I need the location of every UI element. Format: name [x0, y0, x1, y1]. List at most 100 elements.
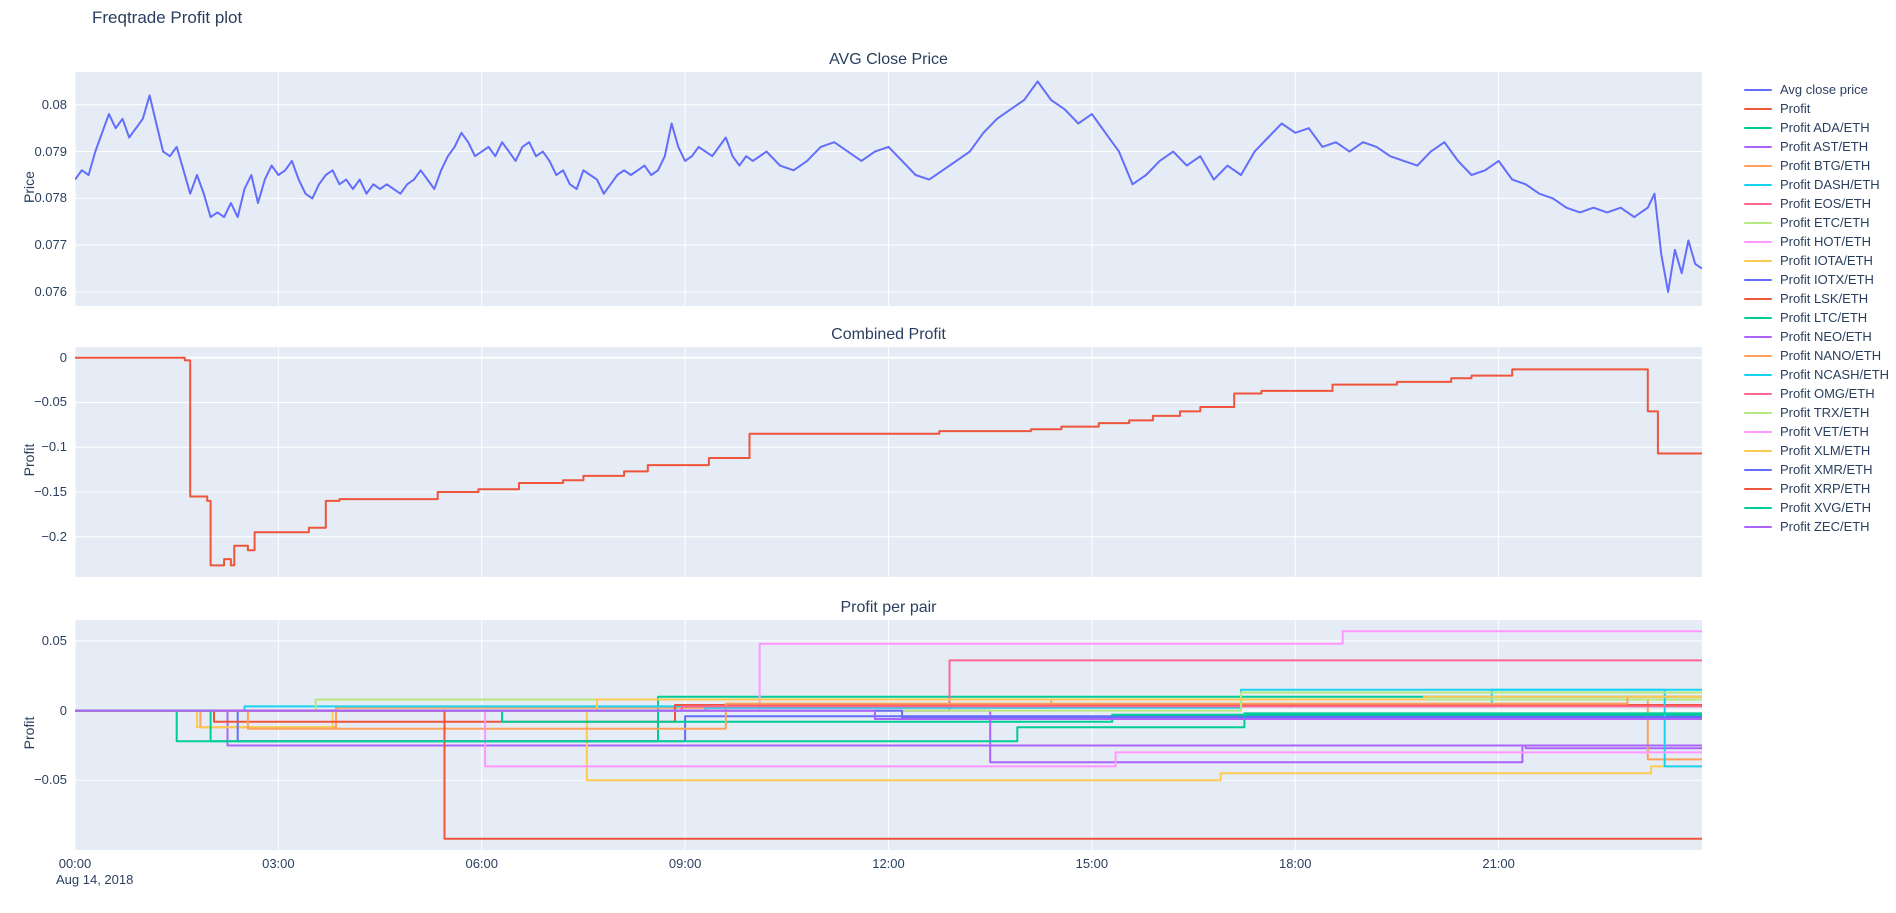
page-title: Freqtrade Profit plot	[92, 8, 243, 27]
legend-item-profit-hot-eth[interactable]: Profit HOT/ETH	[1744, 232, 1889, 251]
legend-item-profit-omg-eth[interactable]: Profit OMG/ETH	[1744, 384, 1889, 403]
legend-item-profit[interactable]: Profit	[1744, 99, 1889, 118]
y-tick-label: 0.05	[41, 632, 67, 648]
y-tick-label: 0	[59, 349, 67, 365]
legend-label: Profit NCASH/ETH	[1780, 367, 1890, 382]
legend-label: Profit DASH/ETH	[1780, 177, 1880, 192]
series-profit-btg-eth[interactable]	[75, 698, 1702, 761]
legend-label: Profit HOT/ETH	[1780, 234, 1872, 249]
legend-line-sample	[1744, 183, 1772, 186]
legend-line-sample	[1744, 316, 1772, 319]
legend-label: Profit IOTA/ETH	[1780, 253, 1873, 268]
legend-item-profit-vet-eth[interactable]: Profit VET/ETH	[1744, 422, 1889, 441]
legend-item-profit-neo-eth[interactable]: Profit NEO/ETH	[1744, 327, 1889, 346]
legend-label: Profit XLM/ETH	[1780, 443, 1871, 458]
legend-line-sample	[1744, 487, 1772, 490]
legend-line-sample	[1744, 202, 1772, 205]
legend-item-profit-iotx-eth[interactable]: Profit IOTX/ETH	[1744, 270, 1889, 289]
y-tick-label: 0.08	[41, 96, 67, 112]
legend-item-profit-dash-eth[interactable]: Profit DASH/ETH	[1744, 175, 1889, 194]
y-tick-label: 0	[59, 702, 67, 718]
x-tick-label: 18:00	[1278, 856, 1312, 871]
legend-label: Profit TRX/ETH	[1780, 405, 1870, 420]
legend-label: Profit ETC/ETH	[1780, 215, 1870, 230]
legend-item-avg-close-price[interactable]: Avg close price	[1744, 80, 1889, 99]
avg-close-price-plot[interactable]	[75, 72, 1702, 306]
y-tick-label: −0.05	[34, 394, 67, 410]
legend-line-sample	[1744, 259, 1772, 262]
series-profit-zec-eth[interactable]	[75, 709, 1702, 720]
x-tick-label: 03:00	[262, 856, 295, 871]
legend-line-sample	[1744, 449, 1772, 452]
legend-label: Profit IOTX/ETH	[1780, 272, 1874, 287]
legend-line-sample	[1744, 107, 1772, 110]
x-tick-label: 09:00	[668, 856, 702, 871]
legend-item-profit-ltc-eth[interactable]: Profit LTC/ETH	[1744, 308, 1889, 327]
y-axis-label-profit-combined: Profit	[21, 443, 37, 477]
legend-line-sample	[1744, 411, 1772, 414]
series-profit-nano-eth[interactable]	[75, 695, 1702, 730]
legend-item-profit-ada-eth[interactable]: Profit ADA/ETH	[1744, 118, 1889, 137]
legend-line-sample	[1744, 240, 1772, 243]
legend-label: Profit XRP/ETH	[1780, 481, 1871, 496]
x-tick-label: 21:00	[1482, 856, 1515, 871]
series-profit-xvg-eth[interactable]	[75, 709, 1702, 743]
legend-item-profit-xmr-eth[interactable]: Profit XMR/ETH	[1744, 460, 1889, 479]
legend-item-profit-ncash-eth[interactable]: Profit NCASH/ETH	[1744, 365, 1889, 384]
legend-label: Profit XVG/ETH	[1780, 500, 1872, 515]
x-tick-label: 12:00	[872, 856, 905, 871]
series-profit[interactable]	[75, 356, 1702, 567]
legend-line-sample	[1744, 221, 1772, 224]
y-tick-label: −0.05	[34, 772, 67, 788]
legend-label: Profit XMR/ETH	[1780, 462, 1873, 477]
x-axis-date-label: Aug 14, 2018	[56, 872, 134, 887]
legend-item-profit-xvg-eth[interactable]: Profit XVG/ETH	[1744, 498, 1889, 517]
legend-label: Profit ADA/ETH	[1780, 120, 1870, 135]
legend-item-profit-xrp-eth[interactable]: Profit XRP/ETH	[1744, 479, 1889, 498]
legend-label: Profit NANO/ETH	[1780, 348, 1882, 363]
y-tick-label: 0.077	[34, 237, 67, 253]
legend-line-sample	[1744, 88, 1772, 91]
x-tick-label: 00:00	[58, 856, 92, 871]
legend-item-profit-iota-eth[interactable]: Profit IOTA/ETH	[1744, 251, 1889, 270]
legend-line-sample	[1744, 145, 1772, 148]
legend-label: Avg close price	[1780, 82, 1868, 97]
legend-label: Profit	[1780, 101, 1811, 116]
y-tick-label: −0.2	[41, 528, 67, 544]
legend-line-sample	[1744, 373, 1772, 376]
legend-line-sample	[1744, 126, 1772, 129]
y-tick-label: 0.076	[34, 283, 67, 299]
legend-label: Profit ZEC/ETH	[1780, 519, 1870, 534]
legend-label: Profit VET/ETH	[1780, 424, 1869, 439]
y-tick-label: 0.079	[34, 143, 67, 159]
subplot-title-combined-profit: Combined Profit	[831, 326, 946, 343]
legend-line-sample	[1744, 392, 1772, 395]
x-tick-label: 15:00	[1075, 856, 1109, 871]
legend-item-profit-eos-eth[interactable]: Profit EOS/ETH	[1744, 194, 1889, 213]
legend-line-sample	[1744, 354, 1772, 357]
legend-label: Profit NEO/ETH	[1780, 329, 1872, 344]
y-tick-label: 0.078	[34, 190, 67, 206]
legend-line-sample	[1744, 335, 1772, 338]
legend-item-profit-btg-eth[interactable]: Profit BTG/ETH	[1744, 156, 1889, 175]
combined-profit-plot[interactable]	[75, 347, 1702, 577]
legend-label: Profit OMG/ETH	[1780, 386, 1875, 401]
legend-item-profit-trx-eth[interactable]: Profit TRX/ETH	[1744, 403, 1889, 422]
legend-item-profit-etc-eth[interactable]: Profit ETC/ETH	[1744, 213, 1889, 232]
legend-item-profit-nano-eth[interactable]: Profit NANO/ETH	[1744, 346, 1889, 365]
series-profit-iota-eth[interactable]	[75, 709, 1702, 782]
legend-label: Profit BTG/ETH	[1780, 158, 1871, 173]
legend-label: Profit AST/ETH	[1780, 139, 1869, 154]
legend-line-sample	[1744, 506, 1772, 509]
legend-item-profit-zec-eth[interactable]: Profit ZEC/ETH	[1744, 517, 1889, 536]
legend-item-profit-ast-eth[interactable]: Profit AST/ETH	[1744, 137, 1889, 156]
legend-line-sample	[1744, 164, 1772, 167]
subplot-title-profit-per-pair: Profit per pair	[840, 599, 937, 616]
legend-label: Profit EOS/ETH	[1780, 196, 1872, 211]
legend-line-sample	[1744, 525, 1772, 528]
y-tick-label: −0.1	[41, 439, 67, 455]
legend-item-profit-xlm-eth[interactable]: Profit XLM/ETH	[1744, 441, 1889, 460]
profit-per-pair-plot[interactable]	[75, 620, 1702, 850]
series-avg-close-price[interactable]	[75, 80, 1702, 293]
legend-item-profit-lsk-eth[interactable]: Profit LSK/ETH	[1744, 289, 1889, 308]
